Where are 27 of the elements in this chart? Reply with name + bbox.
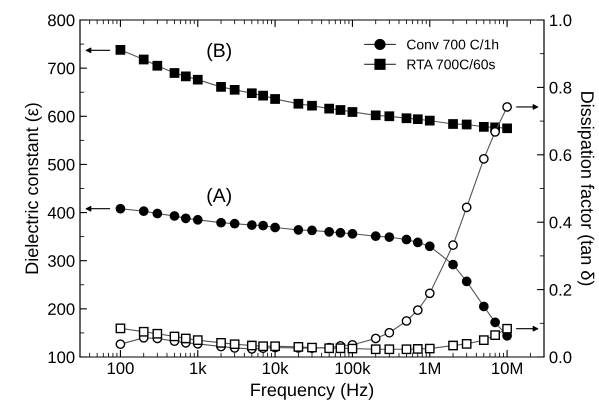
- y2-axis-title: Dissipation factor (tan δ): [577, 92, 594, 286]
- y-tick-label: 800: [48, 14, 74, 26]
- x-tick-label: 1k: [190, 362, 207, 374]
- y-tick-label: 500: [48, 158, 74, 171]
- x-tick-label: 10k: [262, 362, 289, 374]
- y2-tick-label: 0.4: [550, 216, 572, 228]
- x-tick-label: 1M: [419, 362, 440, 374]
- x-tick-label: 100: [108, 362, 134, 374]
- annotation: (B): [207, 42, 231, 62]
- y2-tick-label: 0.0: [550, 351, 572, 364]
- y2-tick-label: 0.2: [550, 284, 572, 296]
- legend-label: Conv 700 C/1h: [407, 39, 498, 50]
- legend-label: RTA 700C/60s: [408, 59, 495, 70]
- x-tick-label: 100k: [336, 362, 371, 374]
- y-tick-label: 300: [48, 255, 74, 267]
- y2-tick-label: 0.8: [550, 82, 572, 94]
- y-tick-label: 200: [48, 303, 74, 316]
- y2-tick-label: 1.0: [550, 14, 572, 26]
- annotation: (A): [207, 188, 231, 206]
- y-tick-label: 400: [48, 206, 74, 219]
- y-tick-label: 100: [48, 351, 74, 364]
- y2-tick-label: 0.6: [550, 149, 572, 162]
- x-axis-title: Frequency (Hz): [251, 382, 374, 400]
- y-tick-label: 700: [48, 62, 74, 74]
- x-tick-label: 10M: [492, 362, 522, 374]
- y-tick-label: 600: [48, 110, 74, 122]
- y-axis-title: Dielectric constant (ε): [24, 103, 42, 274]
